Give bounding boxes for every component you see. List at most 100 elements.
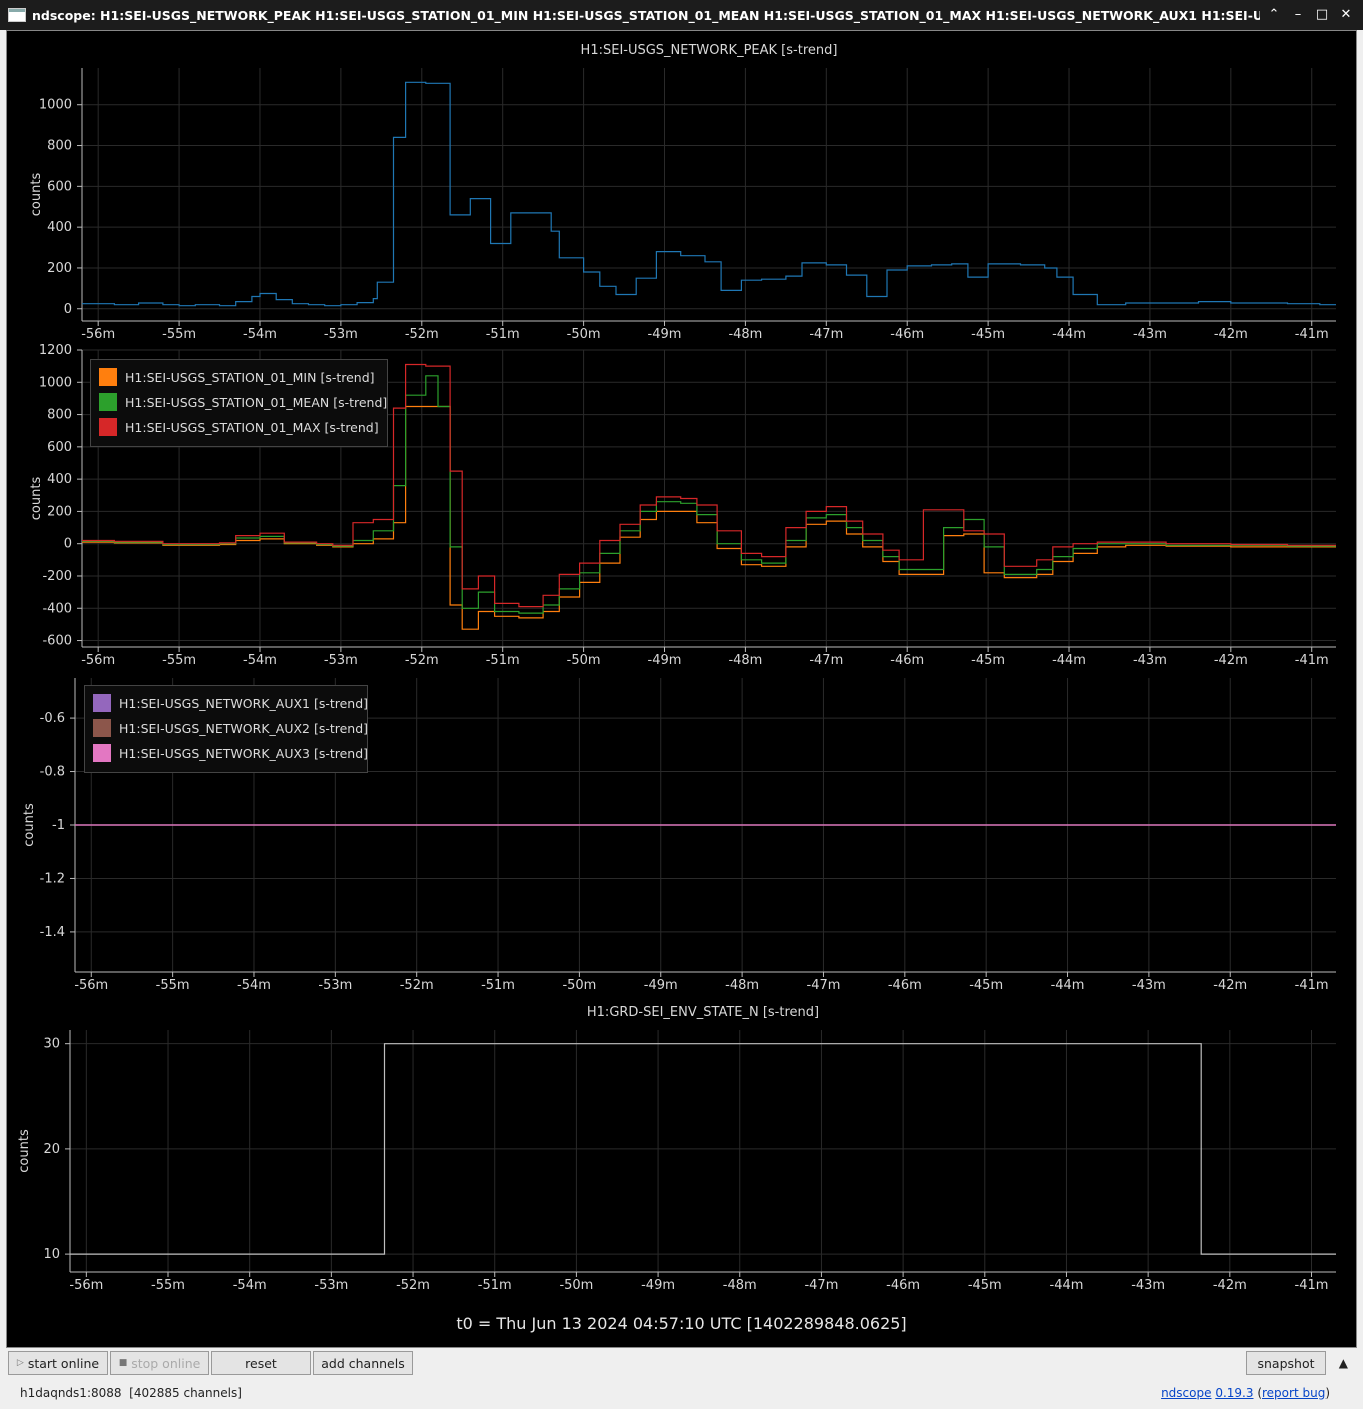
ndscope-link[interactable]: ndscope bbox=[1161, 1386, 1212, 1400]
y-tick-label: 600 bbox=[47, 440, 72, 455]
plot-canvas[interactable]: -56m -55m -54m -53m -52m -51m -50m -49m -48m -47m… bbox=[6, 30, 1357, 1348]
legend-item-aux3: H1:SEI-USGS_NETWORK_AUX3 [s-trend] bbox=[93, 744, 368, 762]
x-tick-label: -45m bbox=[969, 978, 1003, 993]
server-address: h1daqnds1:8088 bbox=[20, 1386, 122, 1400]
x-tick-label: -53m bbox=[324, 653, 358, 668]
channel-count: [402885 channels] bbox=[129, 1386, 242, 1400]
y-tick-label: 0 bbox=[64, 537, 72, 552]
x-tick-label: -54m bbox=[243, 653, 277, 668]
expand-panel-icon[interactable]: ▲ bbox=[1338, 1356, 1348, 1370]
title-bar: ndscope: H1:SEI-USGS_NETWORK_PEAK H1:SEI… bbox=[0, 0, 1363, 30]
x-tick-label: -44m bbox=[1051, 978, 1085, 993]
x-tick-label: -55m bbox=[151, 1278, 185, 1293]
series-line-3-0 bbox=[70, 1043, 1336, 1255]
x-tick-label: -44m bbox=[1050, 1278, 1084, 1293]
legend-swatch bbox=[93, 694, 111, 712]
y-axis-label: counts bbox=[22, 803, 37, 847]
x-tick-label: -49m bbox=[648, 327, 682, 342]
x-tick-label: -41m bbox=[1295, 1278, 1329, 1293]
status-version: ndscope 0.19.3 (report bug) bbox=[1161, 1386, 1330, 1400]
x-tick-label: -42m bbox=[1214, 653, 1248, 668]
x-tick-label: -56m bbox=[81, 653, 115, 668]
x-tick-label: -43m bbox=[1131, 1278, 1165, 1293]
start-online-label: start online bbox=[27, 1355, 100, 1371]
x-tick-label: -48m bbox=[728, 653, 762, 668]
legend-swatch bbox=[93, 744, 111, 762]
y-tick-label: -1.4 bbox=[40, 925, 65, 940]
play-icon: ▷ bbox=[16, 1358, 24, 1368]
x-tick-label: -54m bbox=[243, 327, 277, 342]
y-tick-label: -200 bbox=[42, 569, 72, 584]
x-tick-label: -49m bbox=[648, 653, 682, 668]
minimize-icon[interactable]: – bbox=[1294, 7, 1302, 22]
legend-item-aux1: H1:SEI-USGS_NETWORK_AUX1 [s-trend] bbox=[93, 694, 368, 712]
x-tick-label: -51m bbox=[486, 653, 520, 668]
x-tick-label: -52m bbox=[405, 327, 439, 342]
x-tick-label: -54m bbox=[237, 978, 271, 993]
legend-swatch bbox=[99, 418, 117, 436]
version-link[interactable]: 0.19.3 bbox=[1215, 1386, 1254, 1400]
y-tick-label: 200 bbox=[47, 261, 72, 276]
x-tick-label: -47m bbox=[807, 978, 841, 993]
x-tick-label: -41m bbox=[1295, 653, 1329, 668]
app-window-icon bbox=[8, 8, 26, 22]
snapshot-button[interactable]: snapshot bbox=[1246, 1351, 1326, 1375]
legend-label: H1:SEI-USGS_NETWORK_AUX2 [s-trend] bbox=[119, 720, 369, 736]
y-tick-label: 800 bbox=[47, 408, 72, 423]
x-tick-label: -49m bbox=[641, 1278, 675, 1293]
x-tick-label: -53m bbox=[324, 327, 358, 342]
x-tick-label: -50m bbox=[567, 653, 601, 668]
stop-icon: ■ bbox=[118, 1358, 128, 1368]
x-tick-label: -50m bbox=[562, 978, 596, 993]
x-tick-label: -56m bbox=[74, 978, 108, 993]
y-tick-label: 0 bbox=[64, 302, 72, 317]
x-tick-label: -44m bbox=[1052, 653, 1086, 668]
x-tick-label: -54m bbox=[233, 1278, 267, 1293]
plot-title: H1:SEI-USGS_NETWORK_PEAK [s-trend] bbox=[581, 43, 838, 58]
report-bug-link[interactable]: report bug bbox=[1262, 1386, 1326, 1400]
y-tick-label: 800 bbox=[47, 139, 72, 154]
collapse-chevron-up-icon[interactable]: ⌃ bbox=[1268, 7, 1280, 22]
x-tick-label: -46m bbox=[888, 978, 922, 993]
reset-button[interactable]: reset bbox=[211, 1351, 311, 1375]
y-tick-label: -1 bbox=[52, 818, 65, 833]
legend-swatch bbox=[99, 368, 117, 386]
legend-item-min: H1:SEI-USGS_STATION_01_MIN [s-trend] bbox=[99, 368, 375, 386]
x-tick-label: -55m bbox=[162, 653, 196, 668]
start-online-button[interactable]: ▷ start online bbox=[8, 1351, 108, 1375]
window-title: ndscope: H1:SEI-USGS_NETWORK_PEAK H1:SEI… bbox=[32, 7, 1260, 23]
x-tick-label: -43m bbox=[1133, 327, 1167, 342]
legend-item-aux2: H1:SEI-USGS_NETWORK_AUX2 [s-trend] bbox=[93, 719, 368, 737]
maximize-icon[interactable]: □ bbox=[1315, 7, 1329, 22]
y-axis-label: counts bbox=[29, 173, 44, 217]
series-line-1-2 bbox=[82, 363, 1336, 608]
x-tick-label: -46m bbox=[890, 653, 924, 668]
legend-station[interactable]: H1:SEI-USGS_STATION_01_MIN [s-trend] H1:… bbox=[90, 359, 388, 447]
t0-label: t0 = Thu Jun 13 2024 04:57:10 UTC [14022… bbox=[456, 1314, 907, 1333]
y-tick-label: 200 bbox=[47, 504, 72, 519]
close-icon[interactable]: ✕ bbox=[1340, 7, 1352, 22]
stop-online-button[interactable]: ■ stop online bbox=[110, 1351, 209, 1375]
x-tick-label: -50m bbox=[567, 327, 601, 342]
x-tick-label: -55m bbox=[162, 327, 196, 342]
add-channels-button[interactable]: add channels bbox=[313, 1351, 413, 1375]
legend-label: H1:SEI-USGS_NETWORK_AUX1 [s-trend] bbox=[119, 695, 369, 711]
y-tick-label: -0.6 bbox=[40, 711, 65, 726]
legend-item-max: H1:SEI-USGS_STATION_01_MAX [s-trend] bbox=[99, 418, 379, 436]
y-tick-label: 400 bbox=[47, 220, 72, 235]
legend-aux[interactable]: H1:SEI-USGS_NETWORK_AUX1 [s-trend] H1:SE… bbox=[84, 685, 368, 773]
x-tick-label: -43m bbox=[1133, 653, 1167, 668]
x-tick-label: -44m bbox=[1052, 327, 1086, 342]
x-tick-label: -55m bbox=[156, 978, 190, 993]
y-tick-label: -0.8 bbox=[40, 765, 65, 780]
legend-label: H1:SEI-USGS_STATION_01_MIN [s-trend] bbox=[125, 369, 375, 385]
plot-title: H1:GRD-SEI_ENV_STATE_N [s-trend] bbox=[587, 1005, 819, 1020]
y-tick-label: 600 bbox=[47, 179, 72, 194]
x-tick-label: -52m bbox=[396, 1278, 430, 1293]
x-tick-label: -52m bbox=[405, 653, 439, 668]
x-tick-label: -43m bbox=[1132, 978, 1166, 993]
x-tick-label: -45m bbox=[971, 653, 1005, 668]
y-axis-label: counts bbox=[17, 1129, 32, 1173]
y-tick-label: -600 bbox=[42, 634, 72, 649]
x-tick-label: -52m bbox=[400, 978, 434, 993]
